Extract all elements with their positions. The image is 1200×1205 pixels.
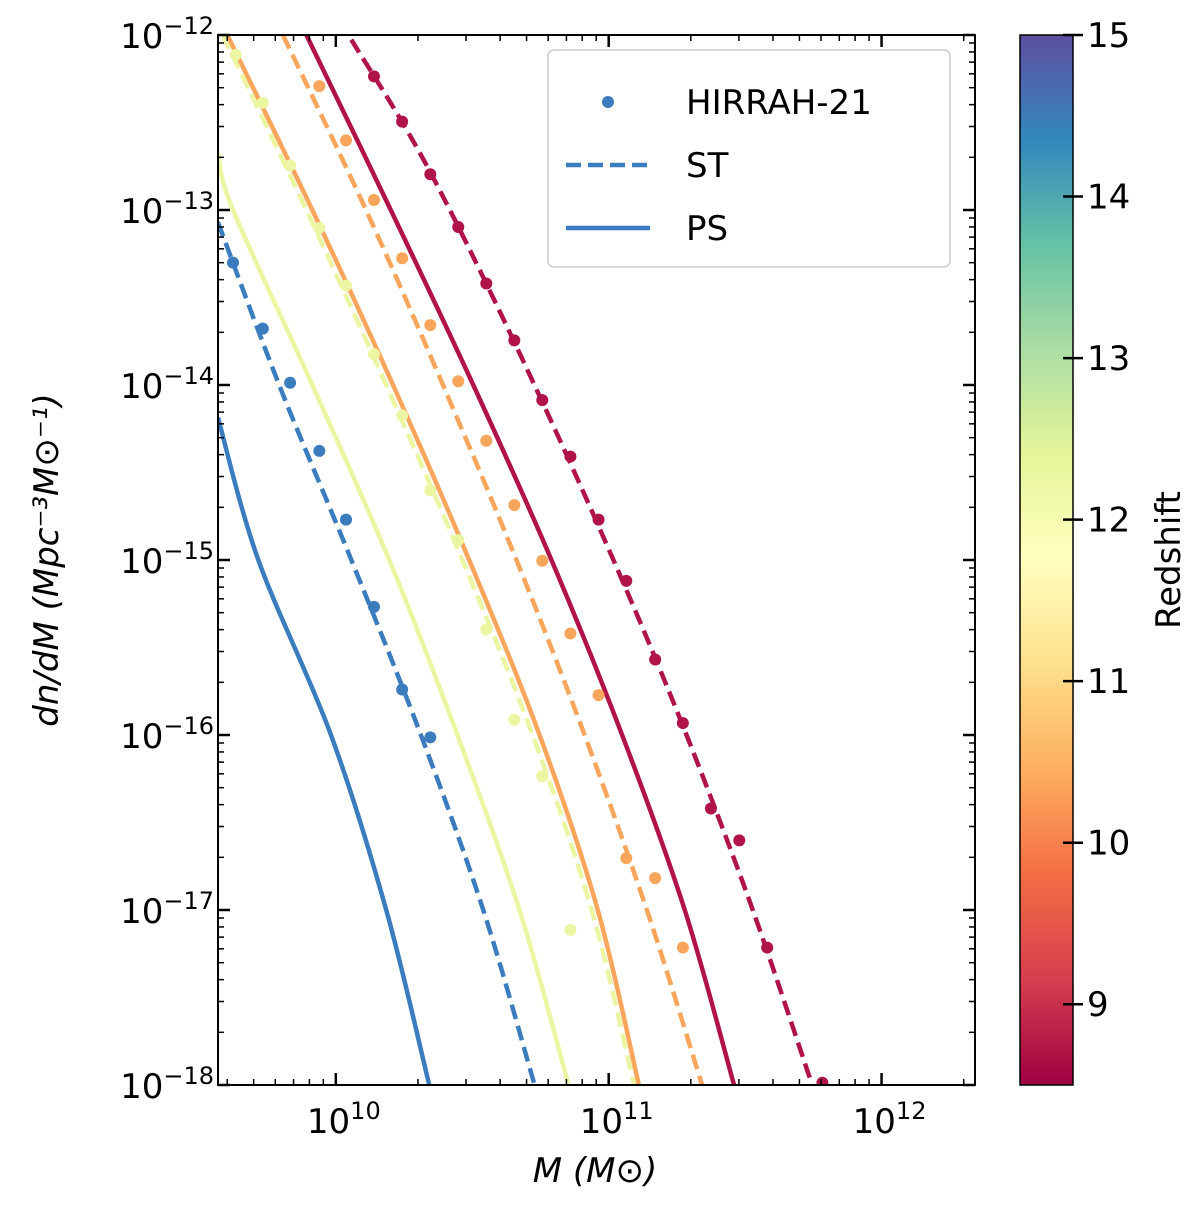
data-point [229,48,242,61]
data-point [733,834,746,847]
data-point [396,115,409,128]
data-point [452,375,465,388]
data-point [508,334,521,347]
data-point [367,348,380,361]
tick-label: 10−15 [120,537,214,582]
data-point [676,717,689,730]
data-point [340,279,353,292]
data-point [452,534,465,547]
data-point [480,434,493,447]
data-point [508,499,521,512]
data-point [592,513,605,526]
solid-curve [218,417,432,1085]
solid-curve [218,153,571,1085]
colorbar [1019,34,1074,1086]
colorbar-tick-label: 11 [1087,662,1130,702]
tick-label: 10−13 [120,187,214,232]
data-point [367,600,380,613]
legend-marker [602,96,614,108]
colorbar-label: Redshift [1149,491,1189,629]
colorbar-tick-label: 13 [1087,339,1130,379]
data-point [620,852,633,865]
dashed-curve [220,35,637,1085]
tick-label: 10−12 [120,12,214,57]
data-point [536,770,549,783]
data-point [340,513,353,526]
colorbar-tick-label: 14 [1087,178,1130,218]
data-point [452,220,465,233]
data-point [816,1076,829,1085]
data-point [480,277,493,290]
x-axis-label: M (M⊙) [533,1151,658,1191]
data-point [284,159,297,172]
tick-label: 10−16 [120,712,214,757]
data-point [424,484,437,497]
data-point [536,554,549,567]
data-point [340,134,353,147]
tick-label: 10−17 [120,887,214,932]
data-point [396,252,409,265]
data-point [424,168,437,181]
legend-label: HIRRAH-21 [686,83,872,123]
data-point [536,394,549,407]
plot-area [218,35,829,1085]
colorbar-tick-label: 15 [1087,16,1130,56]
data-point [564,450,577,463]
data-point [256,96,269,109]
data-point [508,713,521,726]
dashed-curve [280,35,705,1085]
legend-label: ST [686,146,729,186]
tick-label: 1011 [580,1097,654,1142]
solid-curve [304,35,737,1085]
data-point [564,627,577,640]
dashed-curve [218,221,537,1085]
data-point [592,689,605,702]
legend-label: PS [686,209,728,249]
data-point [424,731,437,744]
tick-label: 1010 [307,1097,381,1142]
data-point [396,683,409,696]
tick-label: 10−18 [120,1062,214,1107]
data-point [284,376,297,389]
colorbar-tick-label: 10 [1087,824,1130,864]
y-axis-label: dn/dM (Mpc⁻³M⊙⁻¹) [27,393,67,726]
data-point [367,194,380,207]
data-point [649,653,662,666]
data-point [480,623,493,636]
data-point [227,256,240,269]
data-point [676,941,689,954]
tick-label: 10−14 [120,362,214,407]
data-point [256,322,269,335]
data-point [313,80,326,93]
colorbar-tick-label: 12 [1087,501,1130,541]
legend-box [547,49,951,268]
data-point [649,872,662,885]
data-point [704,802,717,815]
data-point [396,409,409,422]
data-point [620,574,633,587]
data-point [313,221,326,234]
solid-curve [225,35,642,1085]
data-point [761,941,774,954]
colorbar-tick-label: 9 [1087,985,1109,1025]
data-point [564,923,577,936]
tick-label: 1012 [853,1097,927,1142]
data-point [313,444,326,457]
data-point [367,70,380,83]
data-point [424,319,437,332]
